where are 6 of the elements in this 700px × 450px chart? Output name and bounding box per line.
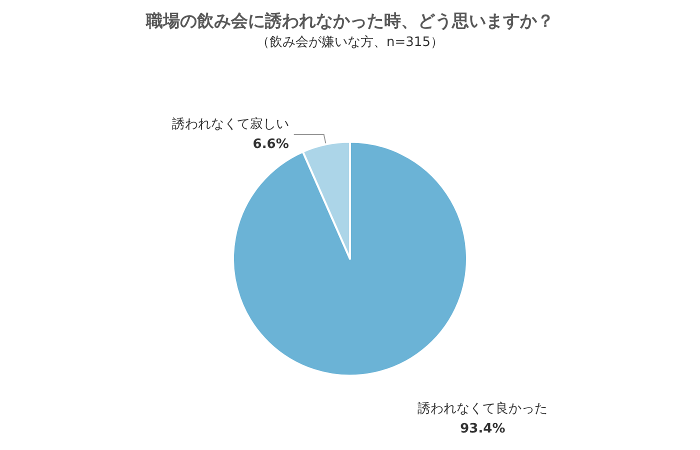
slice-label: 誘われなくて寂しい — [172, 116, 289, 132]
data-label: 93.4% — [460, 421, 506, 436]
slice-label: 誘われなくて良かった — [418, 401, 548, 416]
chart-title: 職場の飲み会に誘われなかった時、どう思いますか？ — [145, 12, 554, 32]
data-label: 6.6% — [252, 136, 289, 152]
chart-subtitle: （飲み会が嫌いな方、n=315） — [256, 34, 444, 50]
